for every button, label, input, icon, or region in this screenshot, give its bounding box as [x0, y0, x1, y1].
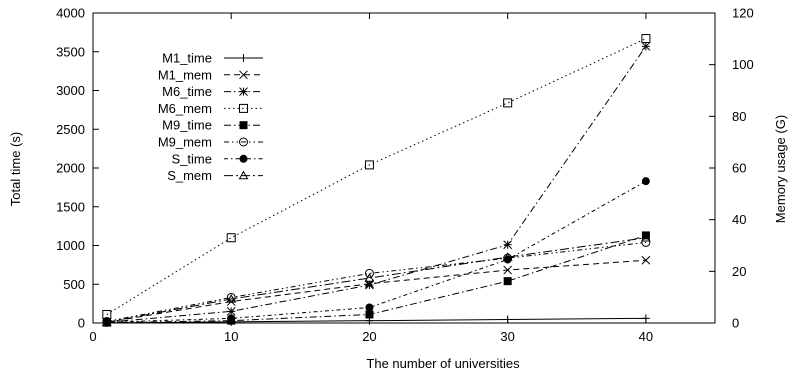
legend-entry: M9_time	[162, 118, 263, 133]
data-point	[239, 154, 248, 163]
series-m9-mem	[102, 237, 651, 326]
y-tick-label: 3500	[56, 44, 85, 59]
y-tick-label: 1500	[56, 199, 85, 214]
x-tick-label: 30	[500, 329, 514, 344]
data-point	[641, 177, 650, 186]
data-point	[503, 315, 512, 324]
data-point	[364, 273, 375, 282]
data-point	[365, 303, 374, 312]
data-point	[239, 121, 248, 130]
data-point	[641, 314, 650, 323]
data-point	[503, 277, 512, 286]
legend-entry: M6_time	[162, 84, 263, 99]
data-point	[641, 232, 651, 242]
y-tick-label: 2000	[56, 161, 85, 176]
data-point	[227, 314, 236, 323]
series-line	[106, 259, 646, 323]
series-m1-time	[102, 314, 650, 327]
data-point	[226, 233, 236, 243]
data-point	[239, 70, 248, 80]
series-line	[106, 234, 647, 324]
series-s-time	[102, 177, 650, 327]
data-point	[641, 237, 651, 247]
data-point	[503, 265, 513, 275]
data-point	[641, 41, 651, 51]
legend-label: S_time	[172, 151, 212, 166]
series-line	[106, 317, 646, 324]
series-line	[106, 180, 647, 323]
series-line	[106, 241, 646, 322]
legend-entry: M6_mem	[158, 101, 263, 116]
axes: 0500100015002000250030003500400002040608…	[56, 6, 754, 345]
legend: M1_timeM1_memM6_timeM6_memM9_timeM9_memS…	[158, 51, 263, 183]
y2-tick-label: 40	[732, 212, 746, 227]
data-point	[239, 54, 248, 62]
series-m9-time	[102, 231, 650, 327]
x-tick-label: 10	[224, 329, 238, 344]
y2-tick-label: 100	[732, 57, 754, 72]
y2-tick-label: 20	[732, 264, 746, 279]
y2-tick-label: 120	[732, 6, 754, 21]
y-tick-label: 500	[63, 277, 85, 292]
data-point	[503, 240, 513, 250]
legend-label: S_mem	[167, 168, 212, 183]
series-s-mem	[101, 232, 651, 326]
y-axis-label: Total time (s)	[8, 132, 23, 206]
x-tick-label: 40	[639, 329, 653, 344]
legend-entry: M1_time	[162, 51, 263, 66]
data-point	[101, 317, 112, 326]
x-tick-label: 20	[362, 329, 376, 344]
legend-label: M1_mem	[158, 67, 212, 82]
y2-tick-label: 80	[732, 109, 746, 124]
series-line	[106, 237, 646, 323]
legend-label: M9_mem	[158, 135, 212, 150]
legend-label: M1_time	[162, 51, 212, 66]
data-point	[239, 103, 248, 113]
data-point	[226, 292, 236, 302]
series-line	[106, 38, 647, 315]
legend-entry: S_mem	[167, 168, 263, 183]
data-point	[503, 98, 513, 108]
x-tick-label: 0	[89, 329, 96, 344]
data-point	[641, 34, 651, 44]
y-tick-label: 3000	[56, 83, 85, 98]
data-point	[226, 293, 237, 303]
data-point	[365, 310, 374, 319]
legend-label: M9_time	[162, 118, 212, 133]
series-layer	[101, 34, 651, 327]
legend-entry: M1_mem	[158, 67, 263, 82]
data-point	[641, 231, 650, 240]
y-tick-label: 2500	[56, 122, 85, 137]
data-point	[502, 252, 513, 261]
y2-tick-label: 0	[732, 316, 739, 331]
y2-tick-label: 60	[732, 161, 746, 176]
data-point	[239, 137, 248, 147]
x-axis-label: The number of universities	[366, 356, 520, 371]
y-tick-label: 0	[78, 316, 85, 331]
legend-label: M6_time	[162, 84, 212, 99]
legend-entry: S_time	[172, 151, 263, 166]
series-m6-mem	[102, 34, 651, 319]
legend-label: M6_mem	[158, 101, 212, 116]
data-point	[226, 307, 236, 316]
data-point	[364, 268, 374, 278]
y2-axis-label: Memory usage (G)	[773, 115, 788, 223]
data-point	[365, 280, 374, 290]
data-point	[641, 255, 651, 265]
data-point	[364, 160, 374, 170]
data-point	[238, 170, 249, 180]
y-tick-label: 1000	[56, 238, 85, 253]
legend-entry: M9_mem	[158, 135, 263, 150]
y-tick-label: 4000	[56, 6, 85, 21]
data-point	[239, 87, 248, 96]
